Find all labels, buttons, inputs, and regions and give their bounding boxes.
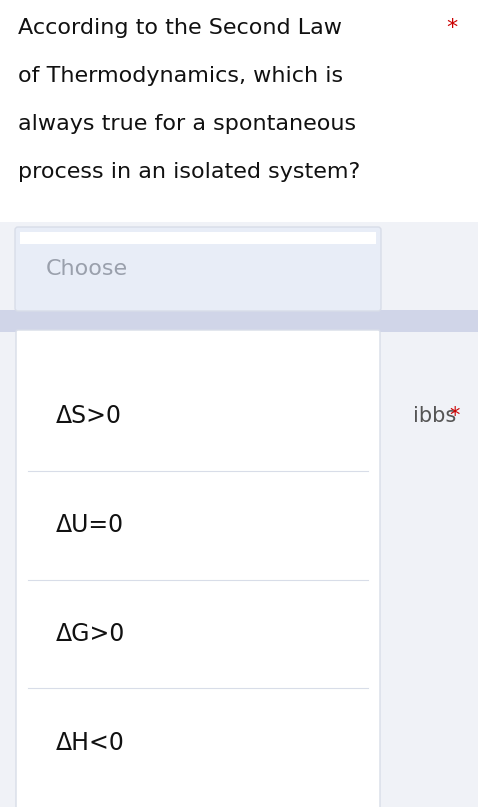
Text: of Thermodynamics, which is: of Thermodynamics, which is	[18, 66, 343, 86]
Text: ΔU=0: ΔU=0	[56, 513, 124, 537]
Text: Choose: Choose	[46, 259, 128, 279]
Bar	[0, 0, 478, 222]
Text: According to the Second Law: According to the Second Law	[18, 18, 342, 38]
Text: *: *	[450, 407, 460, 426]
Text: *: *	[447, 18, 458, 38]
Text: ΔH<0: ΔH<0	[56, 730, 125, 755]
Text: ΔG>0: ΔG>0	[56, 622, 125, 646]
Text: always true for a spontaneous: always true for a spontaneous	[18, 114, 356, 134]
FancyBboxPatch shape	[15, 227, 381, 311]
FancyBboxPatch shape	[16, 330, 380, 807]
Bar	[0, 310, 478, 332]
Text: process in an isolated system?: process in an isolated system?	[18, 162, 360, 182]
Bar	[20, 232, 376, 244]
Text: ΔS>0: ΔS>0	[56, 404, 122, 429]
Text: ibbs: ibbs	[413, 407, 456, 426]
